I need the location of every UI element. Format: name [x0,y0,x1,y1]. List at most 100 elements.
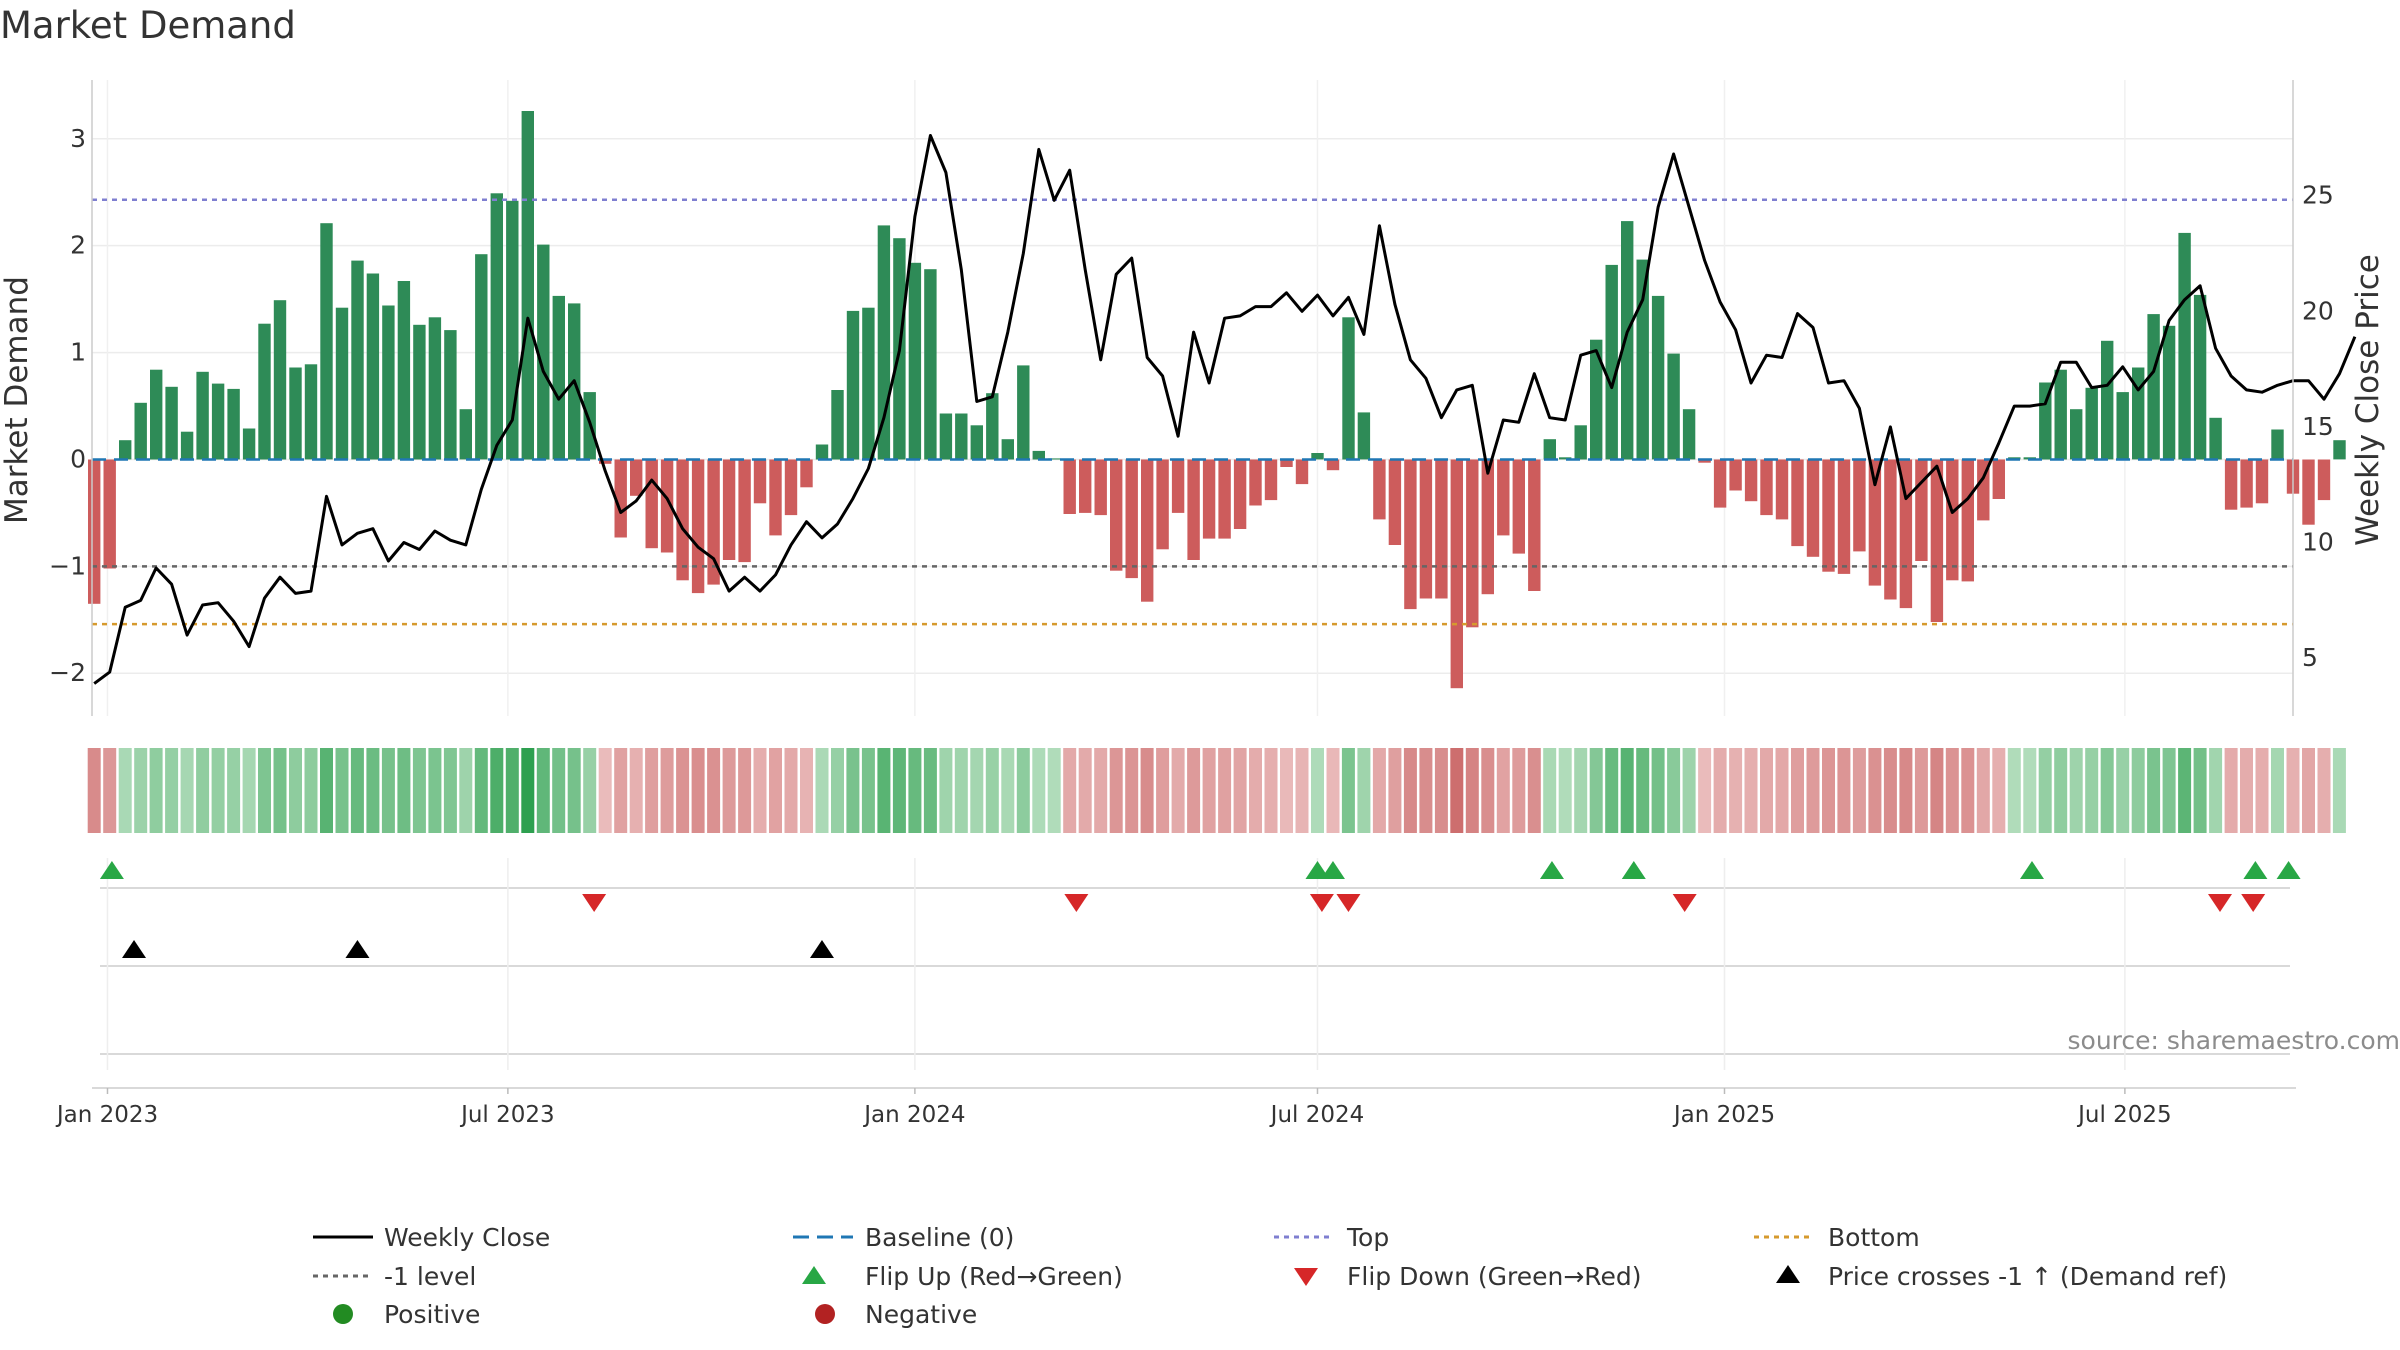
demand-bar [691,459,705,594]
demand-bar [815,444,829,460]
demand-bar [1404,459,1417,610]
signal-panels [92,858,2296,1089]
legend: Weekly Close Baseline (0) Top Bottom -1 … [313,1223,2227,1329]
heat-strip-cell [800,748,813,833]
heat-strip-cell [738,748,752,833]
x-tick-label: Jan 2024 [862,1102,965,1128]
heat-strip-cell [645,748,659,833]
heat-strip-cell [1837,748,1851,833]
flip-down-markers [582,894,2266,912]
demand-bar [2255,459,2269,504]
heat-strip-cell [1852,748,1866,833]
heat-strip-cell [1945,748,1959,833]
demand-bar [2317,459,2331,501]
heat-strip-cell [258,748,271,833]
x-axis-ticks: Jan 2023 Jul 2023 Jan 2024 Jul 2024 Jan 2025… [55,1088,2172,1128]
demand-bar [614,459,627,538]
heat-strip-cell [1961,748,1975,833]
heat-strip-cell [1465,748,1479,833]
demand-bar [2054,369,2067,460]
demand-bar [1667,353,1680,460]
demand-bar [645,459,658,549]
heat-strip-cell [536,748,550,833]
heat-strip-cell [1450,748,1464,833]
heat-strip-cell [1063,748,1077,833]
heat-strip-cell [1496,748,1510,833]
heat-strip-cell [1218,748,1232,833]
heat-strip-cell [1326,748,1340,833]
heat-strip-cell [877,748,891,833]
demand-bar [320,223,333,460]
demand-bar [1388,459,1402,545]
demand-bar [521,111,534,460]
left-tick-label: 1 [70,338,86,367]
heat-strip-cell [707,748,721,833]
flip-up-marker [1320,861,1345,879]
flip-up-marker [2019,861,2044,879]
heat-strip-cell [87,748,101,833]
heat-strip-cell [1016,748,1030,833]
heat-strip-cell [1249,748,1262,833]
legend-flip-down-swatch [1294,1268,1318,1286]
heat-strip-cell [1914,748,1928,833]
flip-down-marker [1064,894,1089,912]
heat-strip-cell [320,748,333,833]
demand-bar [88,459,101,604]
demand-bar [1930,459,1944,622]
demand-bar [211,383,225,460]
demand-bar [1713,459,1727,508]
demand-bar [1729,459,1742,491]
flip-up-marker [1539,861,1564,879]
heat-strip-cell [1744,748,1758,833]
heat-strip-cell [1760,748,1773,833]
heat-strip-cell [1341,748,1355,833]
heat-strip-cell [490,748,504,833]
heat-strip-cell [815,748,829,833]
heat-strip-cell [1930,748,1944,833]
demand-bar [2240,459,2253,508]
demand-bar [1915,459,1928,561]
demand-bar [784,459,798,516]
heat-strip-cell [2193,748,2207,833]
demand-bar [490,193,503,460]
heat-strip-cell [2085,748,2099,833]
demand-bar [630,459,643,496]
heat-strip-cell [598,748,612,833]
demand-bar [382,305,395,460]
price-cross-marker [122,940,147,958]
heat-strip-cell [2240,748,2253,833]
demand-bar [1094,459,1107,516]
flip-up-marker [1621,861,1646,879]
heat-strip-cell [1574,748,1588,833]
right-tick-label: 20 [2302,296,2334,325]
heat-strip-cell [289,748,302,833]
demand-bar [599,459,612,464]
heat-strip-cell [2147,748,2161,833]
demand-bar [1775,459,1789,520]
heat-strip-cell [614,748,628,833]
heat-strip-cell [1883,748,1897,833]
demand-bar [1837,459,1851,574]
heat-strip-cell [1109,748,1123,833]
heat-strip-cell [1899,748,1913,833]
heat-strip-cell [1481,748,1495,833]
heat-strip-cell [1713,748,1727,833]
demand-bar [413,324,426,460]
heat-strip-cell [2054,748,2068,833]
demand-bar [196,371,209,460]
heat-strip-cell [1202,748,1216,833]
demand-bar [1280,459,1293,467]
heat-strip-cell [861,748,875,833]
price-cross-marker [345,940,370,958]
demand-bar [1760,459,1773,516]
demand-bar [2224,459,2238,510]
heat-strip-cell [2224,748,2238,833]
heat-strip-cell [1698,748,1712,833]
demand-bar [1853,459,1866,552]
demand-bar [2193,294,2207,460]
demand-bar [1961,459,1974,582]
heat-strip-cell [196,748,210,833]
demand-bar [1636,259,1649,460]
heat-strip-cell [2038,748,2052,833]
